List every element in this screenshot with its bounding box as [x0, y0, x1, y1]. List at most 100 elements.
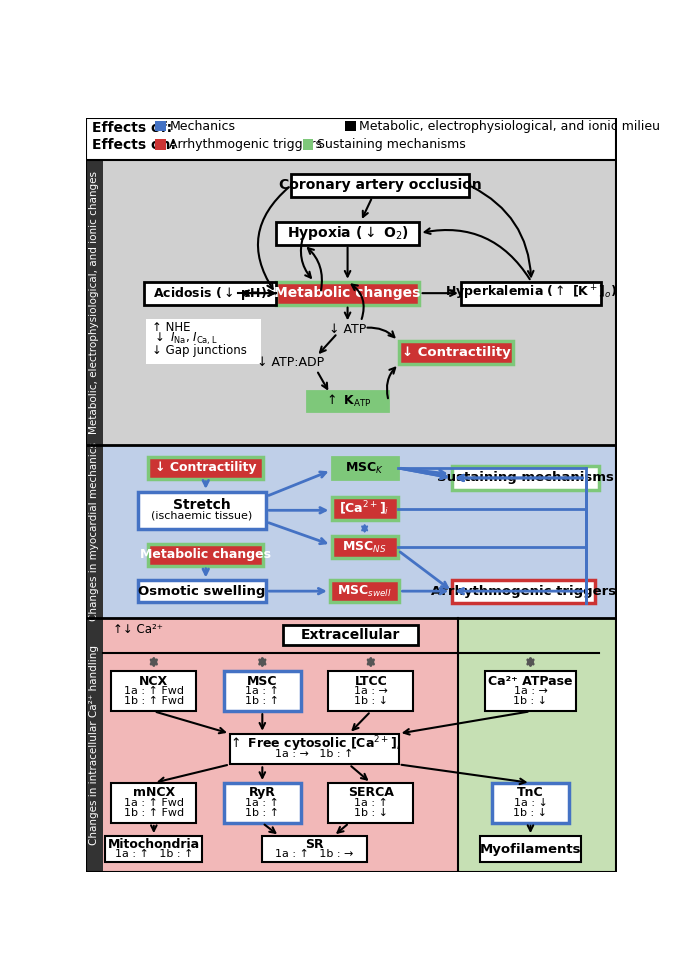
Text: Ca²⁺ ATPase: Ca²⁺ ATPase [488, 675, 573, 688]
Text: LTCC: LTCC [354, 675, 387, 688]
Text: 1b : ↓: 1b : ↓ [514, 808, 547, 818]
Text: Metabolic, electrophysiological, and ionic milieu: Metabolic, electrophysiological, and ion… [359, 120, 660, 132]
Text: Effects on:: Effects on: [92, 138, 176, 152]
Text: [Ca$^{2+}$]$_i$: [Ca$^{2+}$]$_i$ [340, 500, 390, 518]
Text: Osmotic swelling: Osmotic swelling [138, 585, 266, 598]
FancyBboxPatch shape [86, 618, 103, 872]
Text: 1a : ↑ Fwd: 1a : ↑ Fwd [124, 686, 184, 696]
FancyBboxPatch shape [452, 579, 595, 603]
Text: 1a : ↑: 1a : ↑ [245, 686, 279, 696]
Text: 1a : ↑ Fwd: 1a : ↑ Fwd [124, 798, 184, 808]
Text: Effects of:: Effects of: [92, 122, 172, 135]
Text: $\uparrow$ K$_\mathrm{ATP}$: $\uparrow$ K$_\mathrm{ATP}$ [323, 393, 371, 409]
Text: Changes in myocardial mechanics: Changes in myocardial mechanics [89, 442, 99, 620]
FancyBboxPatch shape [276, 281, 419, 305]
Text: Metabolic changes: Metabolic changes [140, 549, 271, 562]
FancyBboxPatch shape [307, 391, 388, 411]
Text: SERCA: SERCA [348, 786, 394, 800]
FancyBboxPatch shape [492, 783, 569, 823]
Text: Sustaining mechanisms: Sustaining mechanisms [438, 471, 614, 484]
Text: ↓ Contractility: ↓ Contractility [155, 462, 256, 474]
Text: TnC: TnC [517, 786, 544, 800]
FancyBboxPatch shape [332, 497, 397, 520]
FancyBboxPatch shape [332, 457, 397, 478]
Text: Coronary artery occlusion: Coronary artery occlusion [279, 178, 482, 192]
FancyBboxPatch shape [328, 783, 414, 823]
Text: NCX: NCX [139, 675, 169, 688]
FancyBboxPatch shape [399, 341, 514, 364]
Text: MSC$_K$: MSC$_K$ [345, 461, 384, 475]
FancyBboxPatch shape [86, 160, 616, 445]
FancyBboxPatch shape [276, 221, 419, 245]
Text: (ischaemic tissue): (ischaemic tissue) [151, 511, 253, 520]
Text: ↑↓ Ca²⁺: ↑↓ Ca²⁺ [113, 623, 162, 636]
Text: mNCX: mNCX [133, 786, 175, 800]
FancyBboxPatch shape [485, 671, 576, 711]
FancyBboxPatch shape [462, 281, 601, 305]
Text: 1a : →   1b : ↑: 1a : → 1b : ↑ [275, 749, 353, 759]
Text: ↓ ATP: ↓ ATP [329, 322, 366, 336]
Text: MSC$_{NS}$: MSC$_{NS}$ [342, 540, 387, 555]
FancyBboxPatch shape [328, 671, 414, 711]
Text: 1a : ↑   1b : ↑: 1a : ↑ 1b : ↑ [114, 849, 193, 859]
Text: SR: SR [305, 838, 323, 851]
FancyBboxPatch shape [223, 671, 301, 711]
Text: ↓ ATP:ADP: ↓ ATP:ADP [258, 356, 325, 368]
FancyBboxPatch shape [303, 139, 314, 150]
FancyBboxPatch shape [291, 173, 469, 197]
FancyBboxPatch shape [458, 618, 616, 872]
Text: Acidosis ($\downarrow$ pH): Acidosis ($\downarrow$ pH) [153, 284, 266, 302]
Text: Sustaining mechanisms: Sustaining mechanisms [316, 138, 465, 151]
Text: ↑ NHE: ↑ NHE [152, 320, 191, 333]
Text: Myofilaments: Myofilaments [479, 843, 582, 856]
FancyBboxPatch shape [155, 121, 166, 131]
Text: Mitochondria: Mitochondria [108, 838, 200, 851]
Text: 1a : ↓: 1a : ↓ [514, 798, 547, 808]
Text: RyR: RyR [249, 786, 276, 800]
Text: MSC: MSC [247, 675, 277, 688]
FancyBboxPatch shape [332, 536, 397, 558]
Text: 1a : ↑   1b : →: 1a : ↑ 1b : → [275, 849, 353, 859]
Text: 1b : ↑: 1b : ↑ [245, 808, 279, 818]
FancyBboxPatch shape [146, 319, 261, 364]
FancyBboxPatch shape [111, 783, 197, 823]
Text: 1b : ↓: 1b : ↓ [354, 808, 388, 818]
FancyBboxPatch shape [149, 544, 263, 565]
FancyBboxPatch shape [283, 625, 419, 645]
FancyBboxPatch shape [111, 671, 197, 711]
Text: $\downarrow$ $I_\mathrm{Na}$, $I_\mathrm{Ca,L}$: $\downarrow$ $I_\mathrm{Na}$, $I_\mathrm… [152, 330, 218, 347]
FancyBboxPatch shape [223, 783, 301, 823]
Text: Hypoxia ($\downarrow$ O$_2$): Hypoxia ($\downarrow$ O$_2$) [286, 224, 408, 242]
FancyBboxPatch shape [345, 121, 356, 131]
FancyBboxPatch shape [138, 580, 266, 602]
FancyBboxPatch shape [86, 445, 616, 618]
Text: Stretch: Stretch [173, 498, 231, 513]
FancyBboxPatch shape [144, 281, 275, 305]
FancyBboxPatch shape [329, 580, 399, 602]
Text: 1b : ↑ Fwd: 1b : ↑ Fwd [124, 808, 184, 818]
FancyBboxPatch shape [149, 457, 263, 478]
Text: Extracellular: Extracellular [301, 628, 400, 642]
Text: 1a : →: 1a : → [514, 686, 547, 696]
Text: Mechanics: Mechanics [169, 120, 236, 132]
FancyBboxPatch shape [480, 836, 581, 862]
Text: Arrhythmogenic triggers: Arrhythmogenic triggers [169, 138, 323, 151]
Text: 1b : ↑ Fwd: 1b : ↑ Fwd [124, 696, 184, 707]
Text: ↓ Gap junctions: ↓ Gap junctions [152, 344, 247, 357]
Text: 1b : ↓: 1b : ↓ [514, 696, 547, 707]
FancyBboxPatch shape [105, 836, 202, 862]
FancyBboxPatch shape [229, 734, 399, 764]
FancyBboxPatch shape [86, 618, 458, 872]
Text: 1a : →: 1a : → [354, 686, 388, 696]
Text: Metabolic, electrophysiological, and ionic changes: Metabolic, electrophysiological, and ion… [89, 171, 99, 434]
FancyBboxPatch shape [138, 492, 266, 529]
FancyBboxPatch shape [155, 139, 166, 150]
Text: Changes in intracellular Ca²⁺ handling: Changes in intracellular Ca²⁺ handling [89, 645, 99, 845]
Text: 1a : ↑: 1a : ↑ [245, 798, 279, 808]
FancyBboxPatch shape [262, 836, 366, 862]
Text: Metabolic changes: Metabolic changes [275, 286, 421, 300]
FancyBboxPatch shape [86, 160, 103, 445]
Text: ↓ ​Contractility: ↓ ​Contractility [401, 346, 510, 359]
Text: 1a : ↑: 1a : ↑ [354, 798, 388, 808]
Text: 1b : ↑: 1b : ↑ [245, 696, 279, 707]
